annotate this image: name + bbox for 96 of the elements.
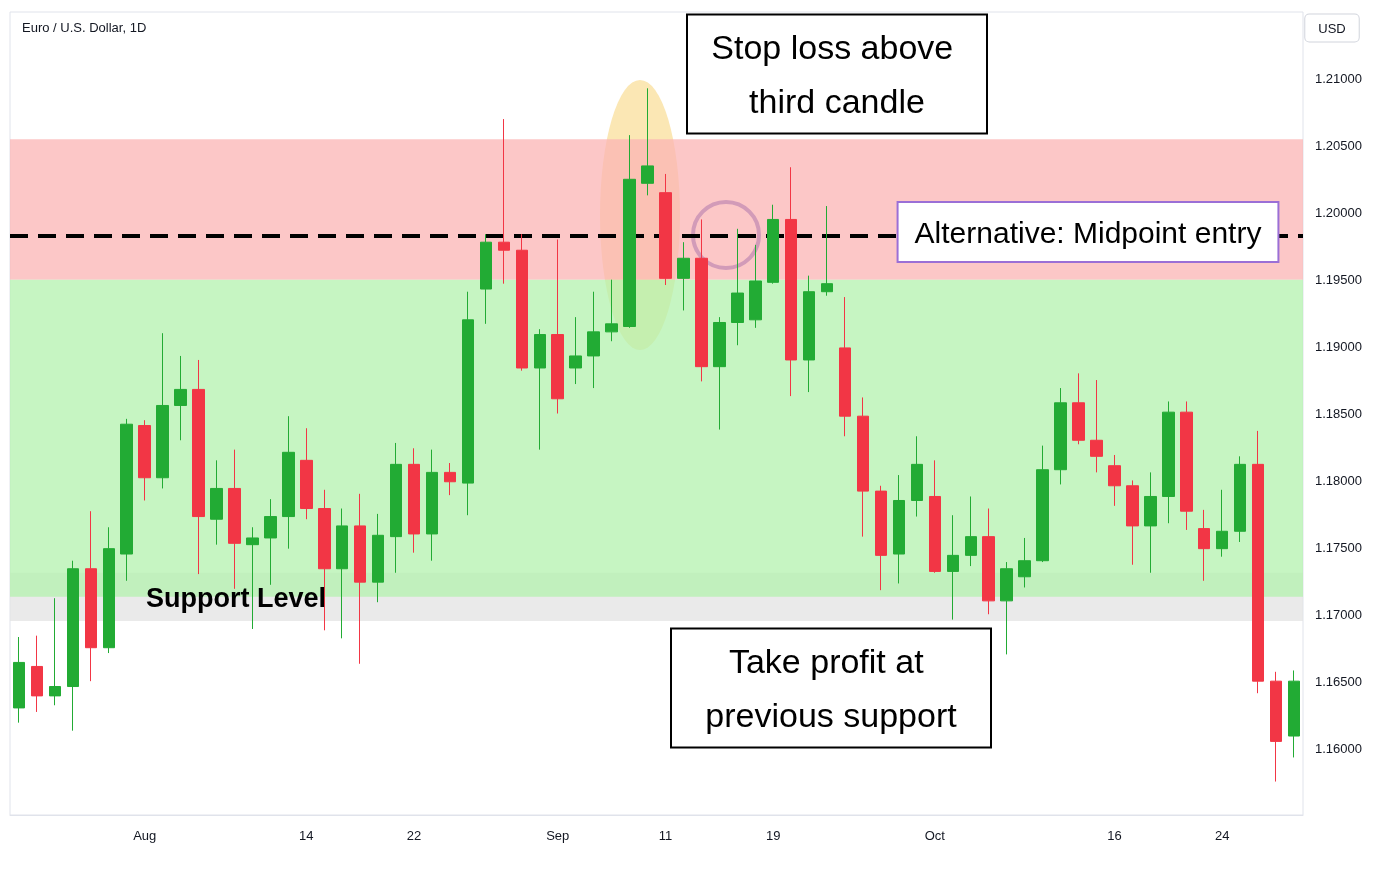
candlestick <box>1198 509 1210 582</box>
x-tick-label: 14 <box>299 828 314 843</box>
candlestick <box>49 597 61 706</box>
x-tick-label: 11 <box>658 828 673 843</box>
candlestick <box>1018 537 1031 588</box>
candlestick <box>605 279 618 342</box>
candlestick <box>587 291 600 389</box>
candlestick <box>677 241 690 311</box>
x-tick-label: 16 <box>1107 828 1122 843</box>
candlestick <box>821 205 833 297</box>
candlestick <box>893 474 905 584</box>
candlestick <box>731 228 744 346</box>
candlestick <box>1288 669 1300 758</box>
x-tick-label: 19 <box>765 828 781 843</box>
ref-line-label: Alternative: Midpoint entry <box>914 215 1262 249</box>
candlestick <box>408 447 420 554</box>
candlestick <box>498 118 510 285</box>
candlestick <box>551 239 564 414</box>
x-tick-label: Sep <box>546 828 570 843</box>
candlestick <box>300 427 313 520</box>
candlestick <box>1270 671 1282 783</box>
candlestick <box>444 462 456 496</box>
candlestick <box>1036 445 1049 563</box>
candlestick <box>695 218 708 382</box>
y-axis-title: USD <box>1318 20 1346 36</box>
candlestick <box>623 134 636 329</box>
candlestick <box>516 233 528 372</box>
y-tick-label: 1.19000 <box>1315 339 1362 355</box>
y-tick-label: 1.16000 <box>1315 740 1362 756</box>
candlestick <box>462 291 474 516</box>
y-tick-label: 1.20500 <box>1315 138 1362 154</box>
candlestick <box>659 173 672 286</box>
x-tick-label: Aug <box>133 828 157 843</box>
x-tick-label: 24 <box>1214 828 1230 843</box>
candlestick <box>1216 489 1228 558</box>
candlestick <box>264 498 277 586</box>
x-tick-label: Oct <box>924 828 946 843</box>
candlestick <box>857 396 869 538</box>
candlestick <box>390 442 402 574</box>
candlestick <box>947 514 959 621</box>
candlestick <box>965 495 977 567</box>
candlestick <box>1162 400 1175 524</box>
candlestick <box>192 359 205 575</box>
candlestick <box>929 459 941 574</box>
band-label: Take profit at previous support <box>705 641 958 735</box>
candlestick <box>1108 454 1121 507</box>
candlestick <box>749 244 762 329</box>
y-tick-label: 1.17500 <box>1315 539 1362 555</box>
candlestick <box>785 166 797 397</box>
candlestick <box>13 636 25 724</box>
candlestick <box>1180 400 1193 531</box>
x-tick-label: 22 <box>406 828 422 843</box>
candlestick <box>1054 387 1067 485</box>
candlestick <box>120 418 133 582</box>
y-tick-label: 1.19500 <box>1315 272 1362 288</box>
candlestick <box>210 459 223 546</box>
text: Euro / U.S. Dollar, 1D <box>22 19 147 35</box>
candlestick <box>1234 455 1246 543</box>
candlestick <box>803 275 815 393</box>
candlestick <box>1252 430 1264 694</box>
candlestick <box>228 449 241 590</box>
band-label: Support Level <box>146 583 327 613</box>
candlestick <box>875 485 887 591</box>
candlestick <box>282 415 295 550</box>
candlestick <box>85 510 97 682</box>
candlestick <box>426 449 438 562</box>
candlestick <box>911 435 923 518</box>
candlestick <box>1144 471 1157 574</box>
candlestick <box>713 316 726 431</box>
candlestick <box>982 508 995 615</box>
candlestick <box>103 526 115 654</box>
candlestick <box>174 355 187 441</box>
y-tick-label: 1.21000 <box>1315 71 1362 87</box>
candlestick <box>480 233 492 325</box>
y-tick-label: 1.18500 <box>1315 406 1362 421</box>
y-tick-label: 1.17000 <box>1315 606 1362 622</box>
y-tick-label: 1.16500 <box>1315 673 1362 689</box>
candlestick <box>569 316 582 385</box>
candlestick <box>1126 479 1139 566</box>
candlestick <box>1072 372 1085 445</box>
candlestick <box>534 328 546 451</box>
candlestick <box>67 560 79 732</box>
candlestick <box>354 493 366 665</box>
candlestick <box>1000 561 1013 655</box>
candlestick <box>767 204 779 285</box>
candlestick <box>641 87 654 196</box>
candlestick <box>372 513 384 603</box>
candlestick <box>336 508 348 639</box>
candlestick <box>1090 379 1103 473</box>
y-tick-label: 1.20000 <box>1315 205 1362 221</box>
candlestick <box>31 635 43 713</box>
band-label: Stop loss above third candle <box>711 27 963 121</box>
candlestick <box>839 296 851 437</box>
y-tick-label: 1.18000 <box>1315 472 1362 488</box>
candlestick <box>156 332 169 489</box>
candlestick <box>138 419 151 501</box>
